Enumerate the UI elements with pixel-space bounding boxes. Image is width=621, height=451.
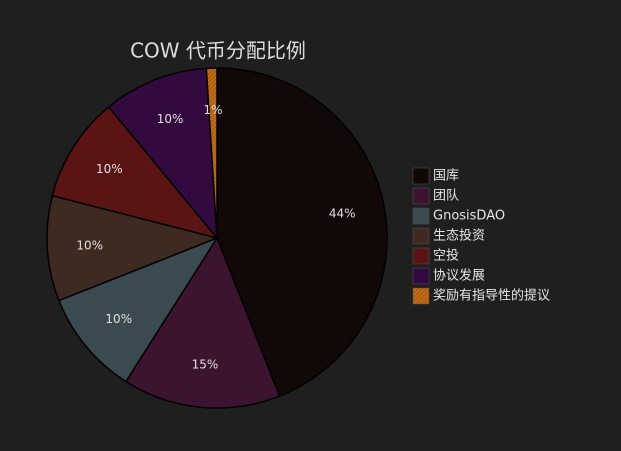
legend-label: 生态投资 bbox=[433, 228, 485, 244]
pie-slice bbox=[107, 67, 218, 241]
pie-slice bbox=[57, 236, 219, 383]
pie-slice bbox=[124, 236, 281, 409]
pie-slice bbox=[205, 67, 218, 239]
legend-swatch bbox=[412, 227, 430, 245]
chart-title: COW 代币分配比例 bbox=[130, 39, 306, 63]
legend-label: GnosisDAO bbox=[433, 209, 505, 224]
slice-label: 10% bbox=[76, 239, 103, 253]
legend-label: 奖励有指导性的提议 bbox=[433, 288, 550, 304]
slice-label: 10% bbox=[96, 162, 123, 176]
legend-label: 国库 bbox=[433, 168, 459, 184]
slice-label: 15% bbox=[192, 357, 219, 371]
legend-swatch bbox=[412, 187, 430, 205]
legend-swatch bbox=[412, 207, 430, 225]
legend-label: 团队 bbox=[433, 189, 459, 204]
pie-slice bbox=[51, 105, 220, 240]
legend-swatch bbox=[412, 287, 430, 305]
slice-label: 10% bbox=[157, 112, 184, 126]
slice-label: 1% bbox=[203, 103, 222, 117]
legend-swatch bbox=[412, 167, 430, 185]
pie-slice bbox=[46, 194, 220, 302]
legend-swatch bbox=[412, 247, 430, 265]
slice-label: 10% bbox=[105, 312, 132, 326]
legend-swatch bbox=[412, 267, 430, 285]
slice-label: 44% bbox=[329, 207, 356, 221]
legend-label: 协议发展 bbox=[433, 268, 485, 284]
pie-slice bbox=[216, 67, 388, 398]
legend-label: 空投 bbox=[433, 248, 459, 264]
